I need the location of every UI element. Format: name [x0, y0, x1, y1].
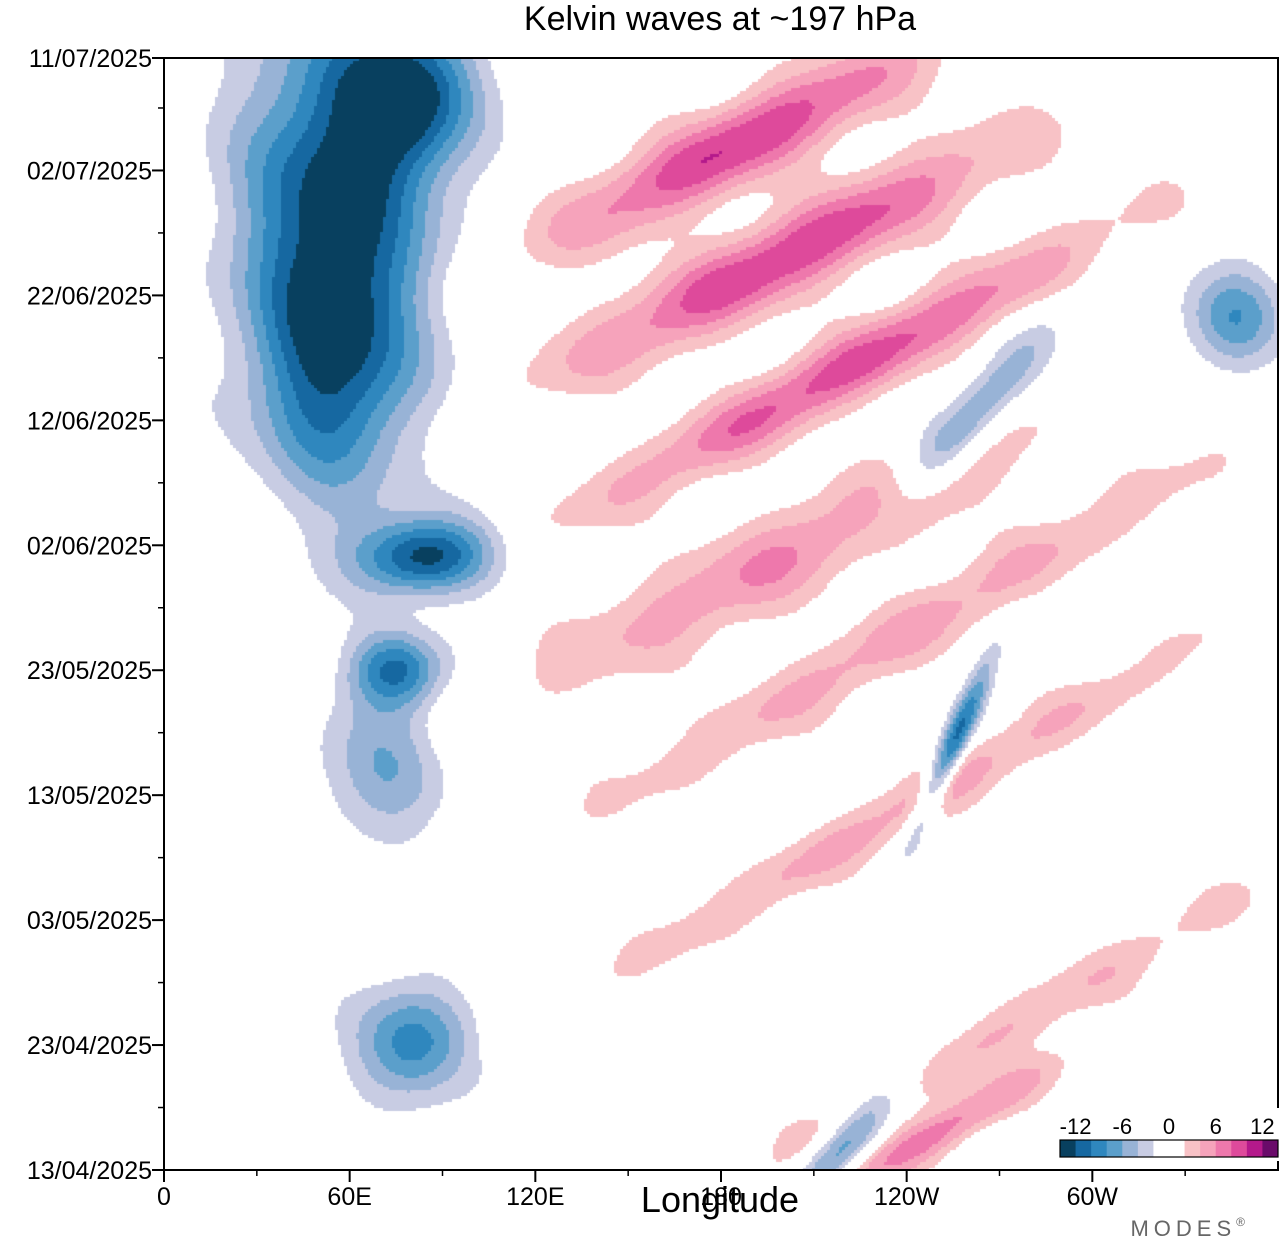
x-axis-label: Longitude [641, 1179, 799, 1220]
y-tick-label: 02/07/2025 [27, 157, 152, 185]
colorbar: -12 -6 0 6 12 [1056, 1108, 1280, 1161]
colorbar-swatch [1091, 1140, 1108, 1157]
colorbar-frame [1059, 1139, 1279, 1158]
contour-field [164, 58, 1278, 1170]
colorbar-tick-label: -12 [1060, 1114, 1092, 1139]
x-tick-label: 60E [327, 1183, 371, 1211]
y-tick-label: 12/06/2025 [27, 407, 152, 435]
brand-logo: MODES® [1130, 1215, 1250, 1241]
colorbar-swatch [1122, 1140, 1139, 1157]
x-tick-label: 0 [157, 1183, 171, 1211]
colorbar-swatch [1184, 1140, 1201, 1157]
colorbar-tick-label: 0 [1163, 1114, 1175, 1139]
contour-image [164, 58, 1278, 1170]
colorbar-swatch [1246, 1140, 1263, 1157]
colorbar-swatch [1075, 1140, 1092, 1157]
x-tick-label: 120E [506, 1183, 564, 1211]
colorbar-swatch [1262, 1140, 1279, 1157]
colorbar-swatch [1106, 1140, 1123, 1157]
y-tick-label: 03/05/2025 [27, 907, 152, 935]
y-tick-label: 13/05/2025 [27, 782, 152, 810]
colorbar-swatch [1060, 1140, 1077, 1157]
colorbar-swatch [1200, 1140, 1217, 1157]
chart-title: Kelvin waves at ~197 hPa [524, 0, 916, 38]
colorbar-tick-label: -6 [1113, 1114, 1133, 1139]
colorbar-tick-label: 12 [1250, 1114, 1274, 1139]
y-axis: 11/07/2025 02/07/2025 22/06/2025 12/06/2025… [27, 45, 164, 1185]
x-tick-label: 60W [1067, 1183, 1119, 1211]
colorbar-tick-label: 6 [1210, 1114, 1222, 1139]
y-tick-label: 23/04/2025 [27, 1032, 152, 1060]
colorbar-swatch [1137, 1140, 1154, 1157]
x-tick-label: 120W [874, 1183, 940, 1211]
y-tick-label: 23/05/2025 [27, 657, 152, 685]
y-tick-label: 13/04/2025 [27, 1157, 152, 1185]
x-axis: 0 60E 120E 180 120W 60W [157, 1170, 1186, 1211]
colorbar-swatch [1231, 1140, 1248, 1157]
colorbar-swatch [1153, 1140, 1170, 1157]
colorbar-swatch [1215, 1140, 1232, 1157]
y-tick-label: 11/07/2025 [29, 45, 152, 73]
y-tick-label: 22/06/2025 [27, 282, 152, 310]
x-tick-label: 180 [700, 1183, 742, 1211]
y-tick-label: 02/06/2025 [27, 532, 152, 560]
colorbar-swatch [1169, 1140, 1186, 1157]
